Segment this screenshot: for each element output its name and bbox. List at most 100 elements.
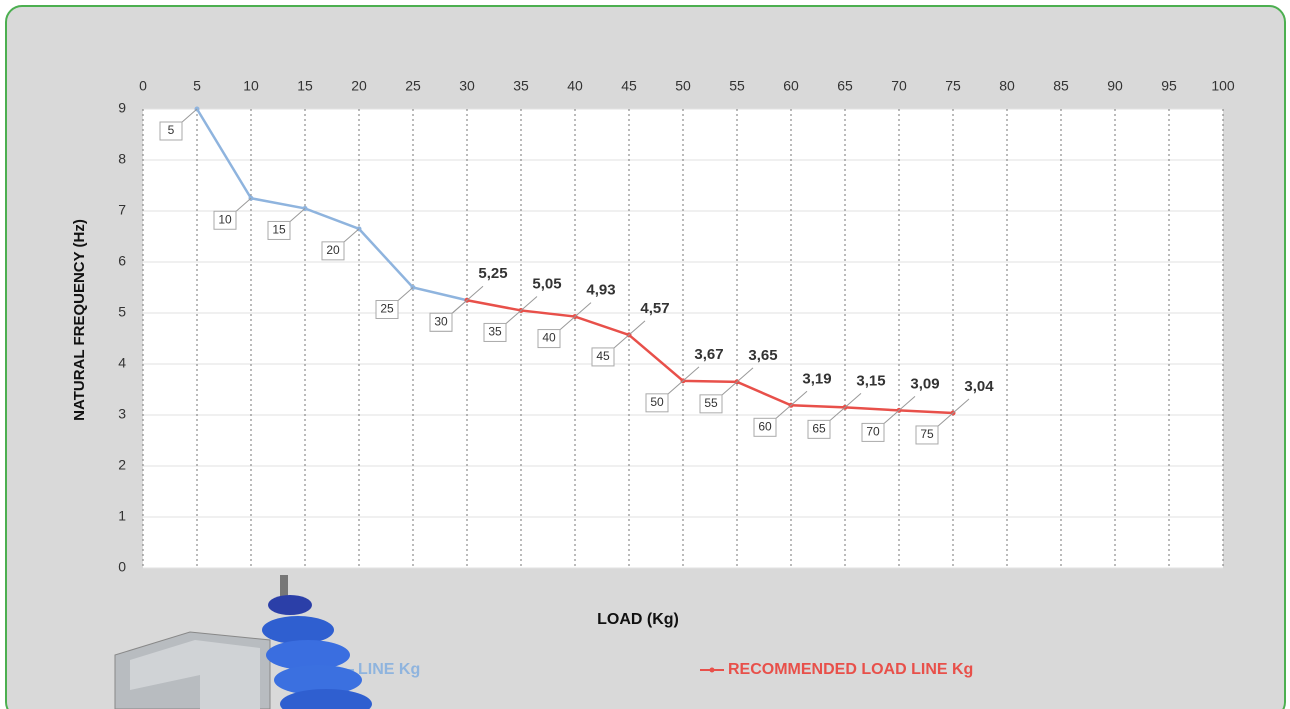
x-tick-label: 15 xyxy=(297,78,313,94)
leader-line xyxy=(628,320,646,336)
x-label-box xyxy=(321,241,345,261)
x-point-label: 30 xyxy=(434,314,448,328)
leader-line xyxy=(774,404,792,420)
x-axis-label: LOAD (Kg) xyxy=(597,611,679,628)
x-tick-label: 20 xyxy=(351,78,367,94)
x-tick-label: 0 xyxy=(139,78,147,94)
spring-illustration xyxy=(114,575,372,709)
x-label-box xyxy=(591,347,615,367)
series-line xyxy=(466,299,954,415)
y-tick-label: 5 xyxy=(118,304,126,320)
x-tick-label: 80 xyxy=(999,78,1015,94)
x-label-box xyxy=(213,210,237,230)
value-label: 3,04 xyxy=(964,378,994,395)
y-tick-label: 7 xyxy=(118,202,126,218)
leader-line xyxy=(558,316,576,331)
x-point-label: 10 xyxy=(218,212,232,226)
leader-line xyxy=(828,406,846,422)
leader-line xyxy=(612,334,630,350)
value-label: 3,65 xyxy=(748,347,777,364)
x-tick-label: 5 xyxy=(193,78,201,94)
x-tick-label: 45 xyxy=(621,78,637,94)
x-tick-label: 55 xyxy=(729,78,745,94)
legend-label: RECOMMENDED LOAD LINE Kg xyxy=(728,661,973,678)
y-tick-label: 1 xyxy=(118,508,126,524)
x-point-label: 50 xyxy=(650,395,664,409)
x-label-box xyxy=(915,425,939,445)
legend: LINE Kg RECOMMENDED LOAD LINE Kg xyxy=(330,661,973,678)
leader-line xyxy=(952,398,970,414)
legend-swatch xyxy=(709,667,715,673)
x-tick-label: 30 xyxy=(459,78,475,94)
x-label-box xyxy=(699,394,723,414)
x-point-label: 35 xyxy=(488,325,502,339)
x-label-box xyxy=(429,312,453,332)
x-point-label: 45 xyxy=(596,349,610,363)
x-tick-label: 60 xyxy=(783,78,799,94)
y-tick-label: 8 xyxy=(118,151,126,167)
value-label: 4,93 xyxy=(586,282,615,299)
value-label: 4,57 xyxy=(640,300,669,317)
x-point-label: 75 xyxy=(920,427,934,441)
x-tick-label: 100 xyxy=(1211,78,1235,94)
x-point-label: 55 xyxy=(704,396,718,410)
x-point-label: 25 xyxy=(380,302,394,316)
value-label: 3,19 xyxy=(802,370,831,387)
leader-line xyxy=(342,228,360,244)
value-label: 5,05 xyxy=(532,275,561,292)
y-tick-label: 2 xyxy=(118,457,126,473)
x-tick-label: 50 xyxy=(675,78,691,94)
leader-line xyxy=(666,380,684,396)
x-label-box xyxy=(375,300,399,319)
leader-line xyxy=(396,287,414,302)
leader-line xyxy=(898,396,916,411)
leader-line xyxy=(720,381,738,397)
x-tick-label: 75 xyxy=(945,78,961,94)
leader-line xyxy=(682,366,700,382)
series-line xyxy=(195,108,468,302)
x-label-box xyxy=(753,417,777,437)
x-point-label: 70 xyxy=(866,425,880,439)
x-point-label: 65 xyxy=(812,422,826,436)
y-tick-label: 3 xyxy=(118,406,126,422)
x-tick-label: 90 xyxy=(1107,78,1123,94)
x-label-box xyxy=(483,322,507,342)
leader-line xyxy=(844,392,862,408)
x-point-label: 5 xyxy=(168,123,175,137)
leader-line xyxy=(790,390,808,406)
leader-line xyxy=(234,197,252,213)
leader-line xyxy=(466,285,484,301)
x-tick-label: 65 xyxy=(837,78,853,94)
x-tick-label: 40 xyxy=(567,78,583,94)
x-label-box xyxy=(159,121,183,141)
x-point-label: 20 xyxy=(326,243,340,257)
value-label: 3,09 xyxy=(910,375,939,392)
x-tick-label: 25 xyxy=(405,78,421,94)
x-tick-label: 35 xyxy=(513,78,529,94)
x-tick-label: 10 xyxy=(243,78,259,94)
x-tick-label: 95 xyxy=(1161,78,1177,94)
leader-line xyxy=(882,410,900,425)
y-tick-label: 4 xyxy=(118,355,126,371)
x-tick-label: 70 xyxy=(891,78,907,94)
x-point-label: 40 xyxy=(542,331,556,345)
leader-line xyxy=(520,296,538,311)
x-label-box xyxy=(807,419,831,439)
x-label-box xyxy=(645,393,669,413)
leader-line xyxy=(504,310,522,325)
leader-line xyxy=(736,367,754,383)
value-label: 5,25 xyxy=(478,265,507,282)
value-label: 3,15 xyxy=(856,372,885,389)
y-tick-label: 0 xyxy=(118,559,126,575)
x-label-box xyxy=(537,329,561,349)
leader-line xyxy=(288,208,306,223)
leader-line xyxy=(180,108,198,124)
leader-line xyxy=(574,302,592,317)
x-point-label: 60 xyxy=(758,419,772,433)
leader-line xyxy=(936,412,954,428)
value-label: 3,67 xyxy=(694,346,723,363)
x-label-box xyxy=(861,422,885,442)
leader-line xyxy=(450,299,468,315)
